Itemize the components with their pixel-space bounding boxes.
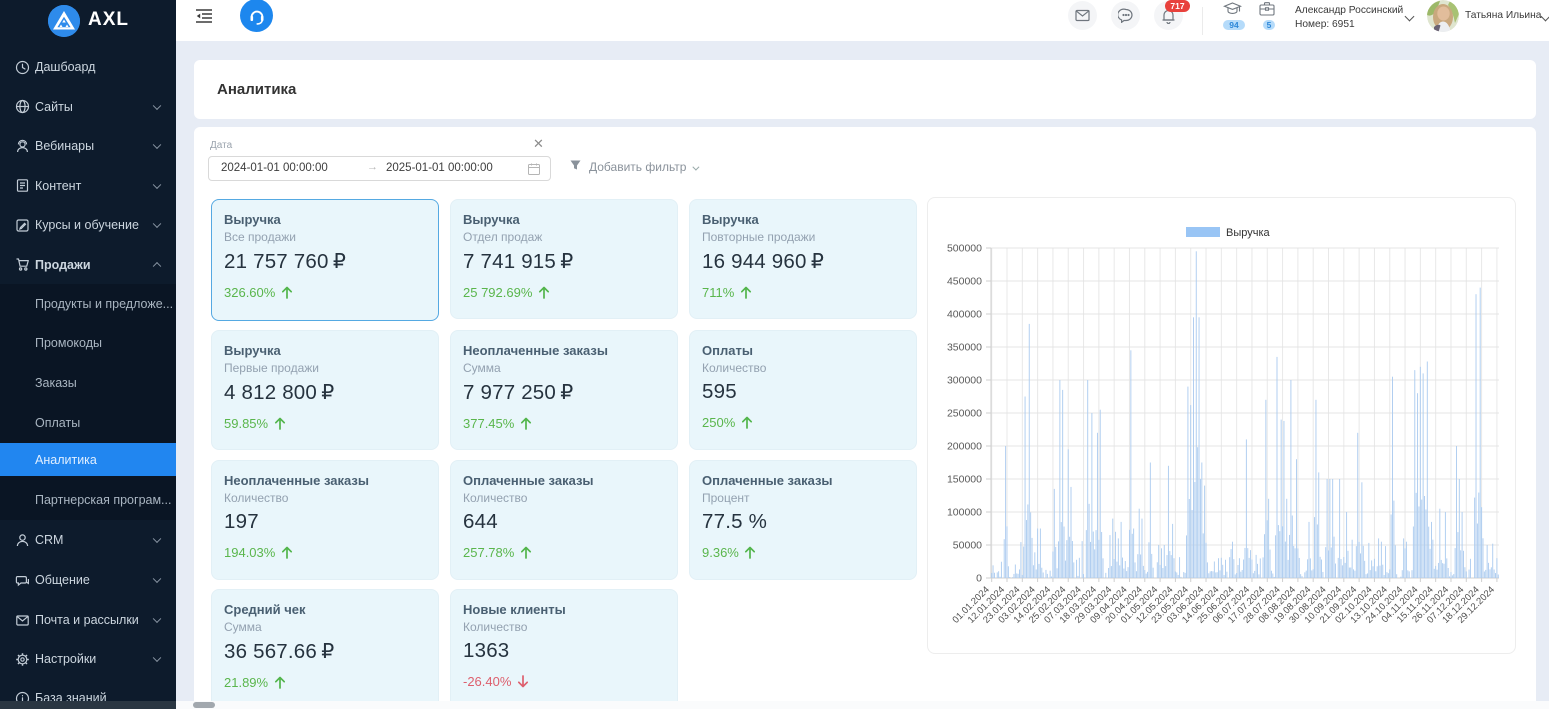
svg-text:450000: 450000: [947, 276, 982, 288]
svg-text:100000: 100000: [947, 507, 982, 519]
svg-text:200000: 200000: [947, 441, 982, 453]
svg-text:500000: 500000: [947, 243, 982, 255]
svg-text:50000: 50000: [953, 540, 982, 552]
svg-text:300000: 300000: [947, 375, 982, 387]
svg-text:250000: 250000: [947, 408, 982, 420]
svg-text:0: 0: [976, 573, 982, 585]
svg-text:350000: 350000: [947, 342, 982, 354]
svg-text:400000: 400000: [947, 309, 982, 321]
svg-text:150000: 150000: [947, 474, 982, 486]
svg-text:Выручка: Выручка: [1226, 227, 1271, 239]
